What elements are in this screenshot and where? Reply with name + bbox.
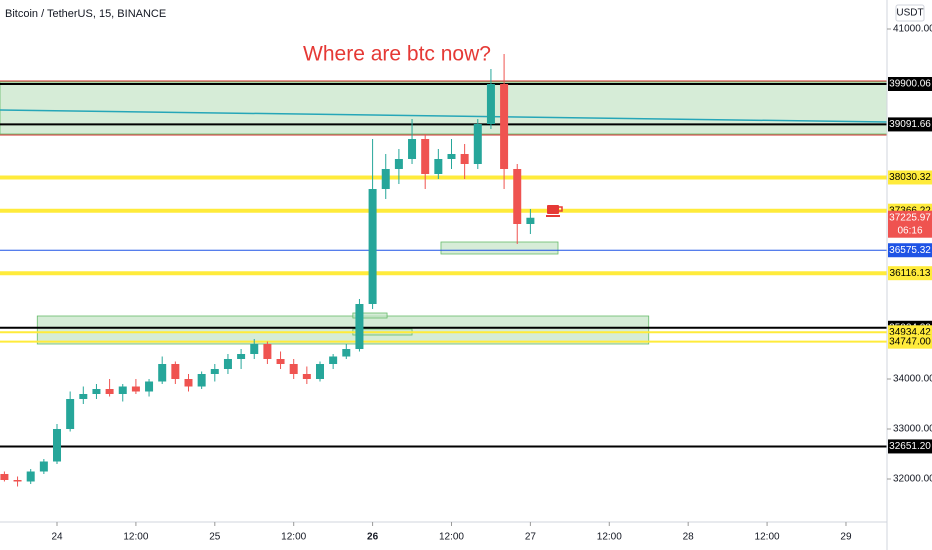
trendline — [0, 109, 887, 123]
candle-body — [421, 139, 430, 174]
level-label-box — [888, 117, 932, 132]
zone — [352, 312, 388, 319]
candle-body — [118, 386, 127, 394]
currency-button[interactable] — [895, 4, 925, 22]
x-tick-label: 12:00 — [755, 532, 780, 543]
level-label-box — [888, 334, 932, 349]
zone — [36, 315, 650, 345]
x-tick-label: 12:00 — [123, 532, 148, 543]
candle-body — [486, 84, 495, 124]
candle-body — [447, 154, 456, 159]
candle-body — [315, 364, 324, 379]
candle-body — [26, 471, 35, 482]
candle-body — [39, 461, 48, 472]
level-label-box — [888, 243, 932, 258]
candle-body — [66, 399, 75, 429]
level-label: 34747.00 — [889, 336, 931, 347]
candle-body — [250, 344, 259, 354]
level-label: 39091.66 — [889, 119, 931, 130]
candle-body — [131, 386, 140, 392]
zone — [0, 81, 887, 135]
level-label: 36575.32 — [889, 245, 931, 256]
candle-body — [408, 139, 417, 159]
candle-body — [434, 159, 443, 174]
x-tick-label: 12:00 — [597, 532, 622, 543]
candle-body — [237, 354, 246, 359]
candle-body — [79, 394, 88, 399]
level-label-box — [888, 439, 932, 454]
candle-body — [145, 381, 154, 392]
x-tick-label: 12:00 — [439, 532, 464, 543]
candle-body — [513, 169, 522, 224]
candle-body — [276, 359, 285, 364]
alert-icon — [546, 205, 563, 217]
level-label: 38030.32 — [889, 172, 931, 183]
candle-body — [223, 359, 232, 369]
candle-body — [289, 364, 298, 374]
chart-title: Bitcoin / TetherUS, 15, BINANCE — [5, 8, 166, 20]
candle-body — [526, 217, 535, 224]
candle-body — [329, 356, 338, 364]
candle-body — [184, 379, 193, 387]
candle-body — [53, 429, 62, 462]
last-price-label: 37225.97 — [889, 212, 931, 223]
level-label-box — [888, 170, 932, 185]
candle-body — [158, 364, 167, 382]
last-price-box — [888, 210, 932, 238]
level-label: 32651.20 — [889, 441, 931, 452]
y-tick-label: 32000.00 — [893, 474, 932, 485]
annotation: Where are btc now? — [303, 43, 491, 66]
x-tick-label: 26 — [367, 532, 379, 543]
candle-body — [342, 349, 351, 357]
x-tick-label: 25 — [209, 532, 221, 543]
candle-body — [355, 304, 364, 349]
level-label: 34934.42 — [889, 327, 931, 338]
x-tick-label: 24 — [51, 532, 63, 543]
y-tick-label: 34000.00 — [893, 374, 932, 385]
candle-body — [92, 389, 101, 394]
y-tick-label: 41000.00 — [893, 24, 932, 35]
level-label-box — [888, 266, 932, 281]
x-tick-label: 12:00 — [281, 532, 306, 543]
x-tick-label: 28 — [683, 532, 695, 543]
level-label: 36116.13 — [890, 268, 931, 279]
currency[interactable]: USDT — [896, 8, 923, 19]
candle-body — [473, 124, 482, 164]
candle-body — [368, 189, 377, 304]
candle-body — [263, 344, 272, 359]
candle-body — [500, 84, 509, 169]
candle-body — [381, 169, 390, 189]
countdown-label: 06:16 — [897, 225, 922, 236]
zone — [440, 241, 559, 255]
candle-body — [210, 369, 219, 374]
candle-body — [105, 389, 114, 394]
candle-body — [171, 364, 180, 379]
level-label-box — [888, 76, 932, 91]
level-label: 39900.06 — [889, 79, 931, 90]
candle-body — [197, 374, 206, 387]
y-tick-label: 33000.00 — [893, 424, 932, 435]
x-tick-label: 29 — [840, 532, 852, 543]
candle-body — [394, 159, 403, 169]
x-tick-label: 27 — [525, 532, 537, 543]
candle-body — [0, 474, 9, 480]
candle-body — [302, 374, 311, 379]
candle-body — [460, 154, 469, 164]
candle-body — [13, 480, 22, 482]
